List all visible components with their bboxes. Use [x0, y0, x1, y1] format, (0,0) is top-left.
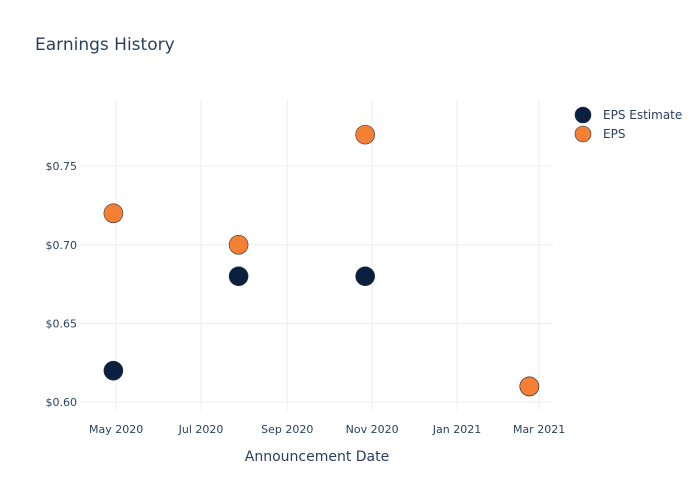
x-tick-label: Nov 2020: [346, 423, 399, 436]
x-tick-label: May 2020: [89, 423, 143, 436]
eps-estimate-point[interactable]: [228, 266, 249, 287]
x-tick-label: Jul 2020: [178, 423, 224, 436]
x-axis-ticks: May 2020 Jul 2020 Sep 2020 Nov 2020 Jan 2021…: [89, 423, 565, 436]
legend-label: EPS Estimate: [603, 108, 682, 122]
x-tick-label: Sep 2020: [261, 423, 313, 436]
eps-point[interactable]: [103, 203, 124, 224]
y-tick-label: $0.75: [46, 160, 78, 173]
legend-label: EPS: [603, 127, 625, 141]
y-tick-label: $0.60: [46, 396, 78, 409]
legend-marker: [574, 106, 592, 124]
grid-layer: [80, 100, 553, 410]
eps-point[interactable]: [519, 376, 540, 397]
eps-point[interactable]: [228, 234, 249, 255]
y-axis-ticks: $0.60 $0.65 $0.70 $0.75: [46, 160, 78, 409]
y-tick-label: $0.65: [46, 317, 78, 330]
x-tick-label: Mar 2021: [513, 423, 565, 436]
eps-estimate-point[interactable]: [103, 360, 124, 381]
x-axis-label: Announcement Date: [245, 449, 389, 465]
chart-title: Earnings History: [35, 35, 175, 55]
legend-marker: [574, 125, 592, 143]
eps-estimate-point[interactable]: [355, 266, 375, 287]
x-tick-label: Jan 2021: [432, 423, 481, 436]
eps-point[interactable]: [355, 124, 375, 145]
legend: EPS Estimate EPS: [574, 106, 682, 143]
data-points: [103, 124, 540, 397]
y-tick-label: $0.70: [46, 239, 78, 252]
